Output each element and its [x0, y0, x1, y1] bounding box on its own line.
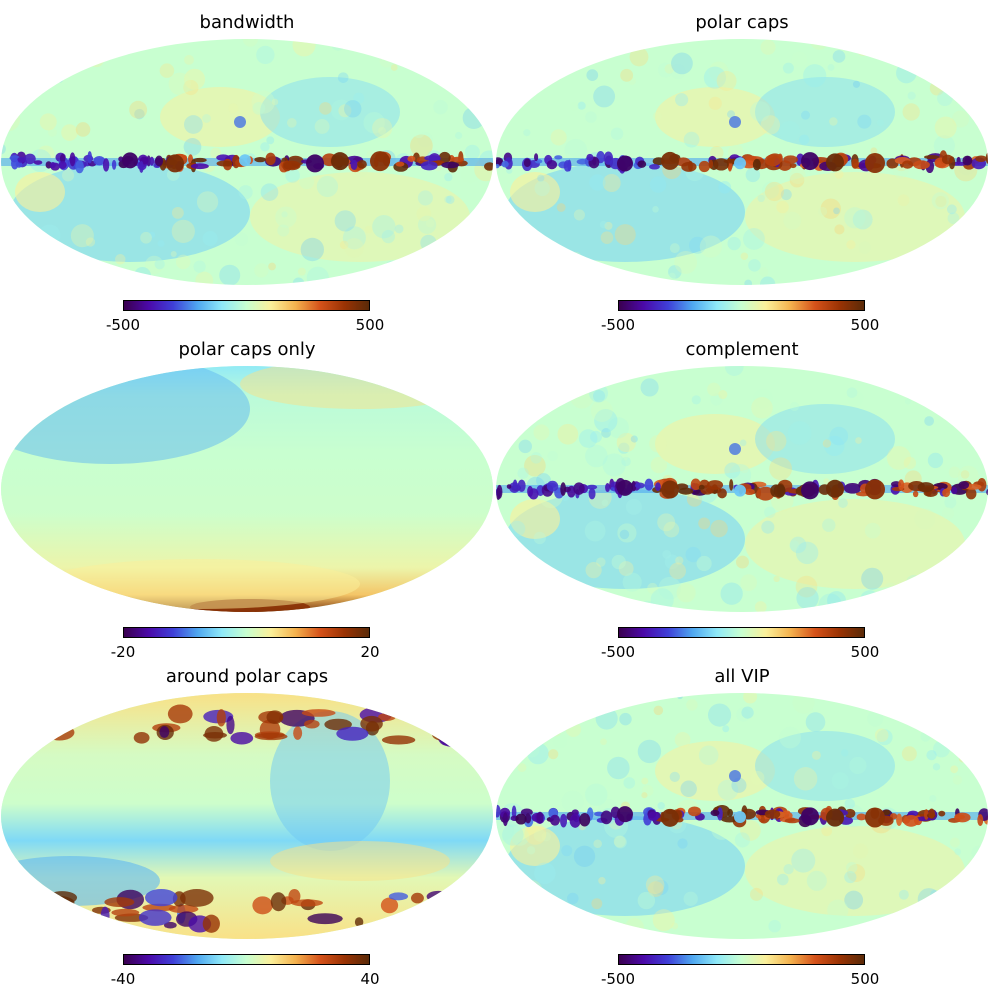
- mollweide-map: [1, 693, 493, 939]
- mollweide-map: [1, 39, 493, 285]
- colorbar: [123, 954, 370, 965]
- sky-map-layer: [1, 693, 493, 939]
- panel-bandwidth: bandwidth -500 500: [0, 0, 494, 334]
- mollweide-map: [496, 39, 988, 285]
- mollweide-map: [496, 366, 988, 612]
- colorbar-max-label: 20: [360, 643, 380, 661]
- panel-title: bandwidth: [199, 12, 295, 33]
- colorbar: [618, 954, 865, 965]
- sky-map-layer: [496, 693, 988, 939]
- panel-title: polar caps: [695, 12, 789, 33]
- panel-complement: complement -500 500: [495, 327, 989, 661]
- mollweide-map: [1, 366, 493, 612]
- colorbar-max-label: 500: [850, 970, 880, 988]
- colorbar-min-label: -40: [110, 970, 136, 988]
- colorbar-min-label: -20: [110, 643, 136, 661]
- mollweide-map: [496, 693, 988, 939]
- colorbar-max-label: 40: [360, 970, 380, 988]
- panel-around-polar-caps: around polar caps -40 40: [0, 654, 494, 988]
- colorbar: [123, 300, 370, 311]
- panel-title: polar caps only: [178, 339, 316, 360]
- panel-polar-caps-only: polar caps only -20 20: [0, 327, 494, 661]
- colorbar-min-label: -500: [600, 643, 636, 661]
- colorbar-max-label: 500: [850, 316, 880, 334]
- sky-map-layer: [496, 39, 988, 285]
- sky-map-layer: [1, 366, 493, 612]
- panel-polar-caps: polar caps -500 500: [495, 0, 989, 334]
- colorbar: [123, 627, 370, 638]
- sky-map-layer: [1, 39, 493, 285]
- colorbar-max-label: 500: [850, 643, 880, 661]
- panel-all-vip: all VIP -500 500: [495, 654, 989, 988]
- colorbar-max-label: 500: [355, 316, 385, 334]
- colorbar: [618, 627, 865, 638]
- panel-title: around polar caps: [165, 666, 329, 687]
- colorbar-min-label: -500: [600, 970, 636, 988]
- colorbar-min-label: -500: [105, 316, 141, 334]
- panel-title: complement: [685, 339, 799, 360]
- colorbar-min-label: -500: [600, 316, 636, 334]
- colorbar: [618, 300, 865, 311]
- panel-title: all VIP: [714, 666, 770, 687]
- sky-map-layer: [496, 366, 988, 612]
